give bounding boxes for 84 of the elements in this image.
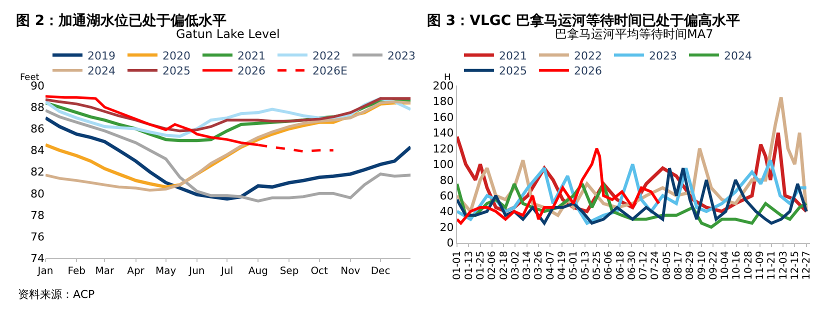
legend-label: 2024 [87, 64, 116, 78]
legend-label: 2026E [312, 64, 348, 78]
chart-title: 图 2：加通湖水位已处于偏低水平 [16, 12, 227, 29]
y-tick-label: 100 [432, 158, 454, 172]
x-tick-label: 03-14 [522, 250, 534, 280]
x-tick-label: 08-05 [662, 250, 673, 280]
y-tick-label: 60 [440, 190, 454, 203]
x-tick-label: 12-03 [778, 250, 790, 280]
y-tick-label: 180 [432, 95, 454, 108]
x-tick-label: 04-07 [545, 250, 556, 280]
y-tick-label: 200 [432, 79, 454, 92]
x-tick-label: Apr [127, 266, 146, 278]
x-tick-label: 10-16 [732, 250, 743, 280]
y-tick-label: 88 [30, 101, 45, 114]
x-tick-label: 07-24 [650, 250, 662, 280]
chart-subtitle: 巴拿马运河平均等待时间MA7 [555, 27, 714, 41]
legend-label: 2023 [387, 49, 416, 62]
legend-label: 2025 [162, 64, 190, 78]
x-tick-label: Mar [95, 266, 116, 278]
x-tick-label: Feb [68, 266, 86, 278]
x-tick-label: 10-28 [743, 250, 754, 280]
x-tick-label: 12-27 [802, 250, 813, 280]
y-tick-label: 160 [432, 110, 454, 124]
x-tick-label: 06-30 [626, 250, 638, 280]
x-tick-label: Dec [370, 266, 390, 278]
y-tick-label: 80 [440, 174, 454, 187]
chart-title: 图 3：VLGC 巴拿马运河等待时间已处于偏高水平 [427, 12, 740, 29]
x-tick-label: Nov [340, 266, 360, 278]
legend-label: 2021 [498, 49, 527, 62]
x-tick-label: 01-13 [464, 250, 475, 280]
y-tick-label: 78 [30, 208, 45, 222]
legend-label: 2021 [237, 49, 266, 62]
legend-label: 2020 [162, 49, 190, 62]
legend-label: 2019 [87, 49, 116, 62]
chart-subtitle: Gatun Lake Level [176, 27, 280, 41]
y-tick-label: 76 [30, 230, 45, 244]
legend-label: 2022 [574, 49, 602, 62]
x-tick-label: 08-17 [674, 250, 685, 280]
x-tick-label: Jun [188, 266, 205, 278]
x-tick-label: 11-21 [766, 250, 778, 280]
text: 资料来源：ACP [18, 288, 96, 301]
x-tick-label: 08-29 [685, 250, 696, 280]
legend-label: 2023 [648, 49, 677, 62]
y-tick-label: 140 [432, 126, 454, 140]
x-tick-label: 06-18 [615, 250, 626, 280]
x-tick-label: May [156, 266, 176, 278]
x-tick-label: 03-02 [510, 250, 522, 280]
x-tick-label: 05-01 [568, 250, 580, 280]
y-tick-label: 20 [440, 220, 454, 234]
x-tick-label: 05-13 [580, 250, 592, 280]
x-tick-label: 02-06 [487, 250, 498, 280]
y-tick-label: 84 [30, 144, 45, 158]
x-tick-label: 11-09 [755, 250, 766, 280]
y-tick-label: 74 [30, 252, 45, 266]
x-tick-label: 01-25 [476, 250, 487, 280]
x-tick-label: 03-26 [534, 250, 545, 280]
x-tick-label: Jan [36, 266, 54, 278]
y-tick-label: 86 [30, 122, 45, 136]
x-tick-label: 02-18 [498, 250, 510, 280]
x-tick-label: 01-01 [452, 250, 464, 280]
legend-label: 2026 [574, 64, 602, 78]
y-tick-label: 120 [432, 142, 454, 156]
x-tick-label: Sep [280, 266, 299, 278]
x-tick-label: 12-15 [790, 250, 801, 280]
x-tick-label: Jul [220, 266, 234, 278]
y-tick-label: 90 [30, 79, 45, 92]
x-tick-label: Oct [310, 266, 328, 278]
legend-label: 2026 [237, 64, 266, 78]
y-tick-label: 40 [440, 205, 454, 218]
x-tick-label: 09-22 [708, 250, 720, 280]
x-tick-label: 05-25 [592, 250, 603, 280]
x-tick-label: 06-06 [604, 250, 615, 280]
x-tick-label: 07-12 [638, 250, 650, 280]
x-tick-label: 10-04 [720, 250, 732, 280]
x-tick-label: Aug [248, 266, 268, 278]
x-tick-label: 09-10 [696, 250, 708, 280]
line-series [456, 147, 660, 225]
legend-label: 2022 [312, 49, 340, 62]
y-tick-label: 80 [30, 187, 45, 200]
legend-label: 2024 [724, 49, 752, 62]
y-tick-label: 82 [30, 166, 45, 179]
x-tick-label: 04-19 [557, 250, 568, 280]
legend-label: 2025 [498, 64, 527, 78]
y-tick-label: 0 [446, 236, 454, 250]
